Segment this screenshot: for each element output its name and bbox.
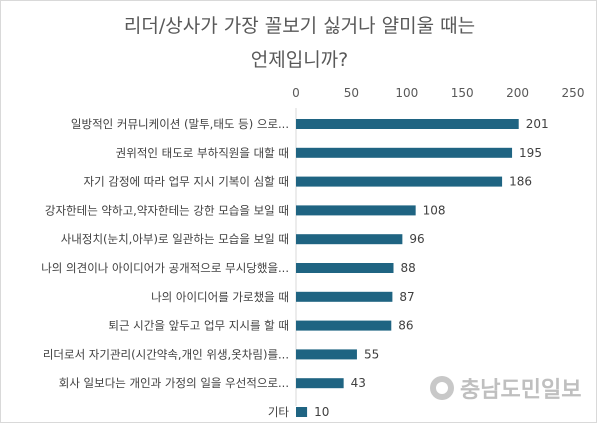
bar — [296, 320, 392, 331]
category-label: 기타 — [268, 405, 290, 419]
data-label: 55 — [364, 347, 379, 361]
category-label: 일방적인 커뮤니케이션 (말투,태도 등) 으로... — [71, 117, 289, 131]
x-tick-label: 250 — [562, 86, 585, 100]
x-tick-label: 150 — [451, 86, 474, 100]
bar — [296, 291, 393, 302]
data-label: 87 — [399, 290, 414, 304]
bar — [296, 147, 513, 158]
watermark-text: 충남도민일보 — [460, 378, 582, 403]
bar — [296, 378, 344, 389]
x-tick-label: 100 — [395, 86, 418, 100]
data-label: 10 — [314, 405, 329, 419]
newspaper-logo-icon — [430, 376, 454, 400]
category-label: 퇴근 시간을 앞두고 업무 지시를 할 때 — [108, 319, 289, 333]
bar — [296, 176, 503, 187]
category-label: 리더로서 자기관리(시간약속,개인 위생,옷차림)를... — [43, 347, 289, 361]
category-label: 사내정치(눈치,아부)로 일관하는 모습을 보일 때 — [61, 232, 289, 246]
x-tick-label: 200 — [506, 86, 529, 100]
data-label: 88 — [401, 261, 416, 275]
data-label: 108 — [423, 203, 446, 217]
category-label: 강자한테는 약하고,약자한테는 강한 모습을 보일 때 — [45, 203, 289, 217]
chart-title-line-2: 언제입니까? — [250, 49, 349, 71]
data-label: 43 — [351, 376, 366, 390]
category-label: 자기 감정에 따라 업무 지시 기복이 심할 때 — [84, 175, 289, 189]
x-tick-label: 50 — [344, 86, 359, 100]
data-label: 186 — [509, 175, 532, 189]
data-label: 96 — [409, 232, 424, 246]
category-label: 회사 일보다는 개인과 가정의 일을 우선적으로... — [59, 376, 289, 390]
data-label: 201 — [526, 117, 549, 131]
category-label: 나의 아이디어를 가로챘을 때 — [151, 290, 289, 304]
bar — [296, 349, 357, 360]
category-label: 나의 의견이나 아이디어가 공개적으로 무시당했을... — [41, 261, 289, 275]
watermark: 충남도민일보 — [430, 372, 581, 404]
bar — [296, 407, 308, 417]
bar — [296, 263, 394, 273]
bar — [296, 205, 416, 216]
bar — [296, 234, 403, 245]
bar — [296, 119, 519, 129]
data-label: 86 — [398, 319, 413, 333]
chart-title-line-1: 리더/상사가 가장 꼴보기 싫거나 얄미울 때는 — [123, 15, 476, 37]
data-label: 195 — [519, 146, 542, 160]
category-label: 권위적인 태도로 부하직원을 대할 때 — [116, 146, 289, 160]
x-tick-label: 0 — [292, 86, 300, 100]
